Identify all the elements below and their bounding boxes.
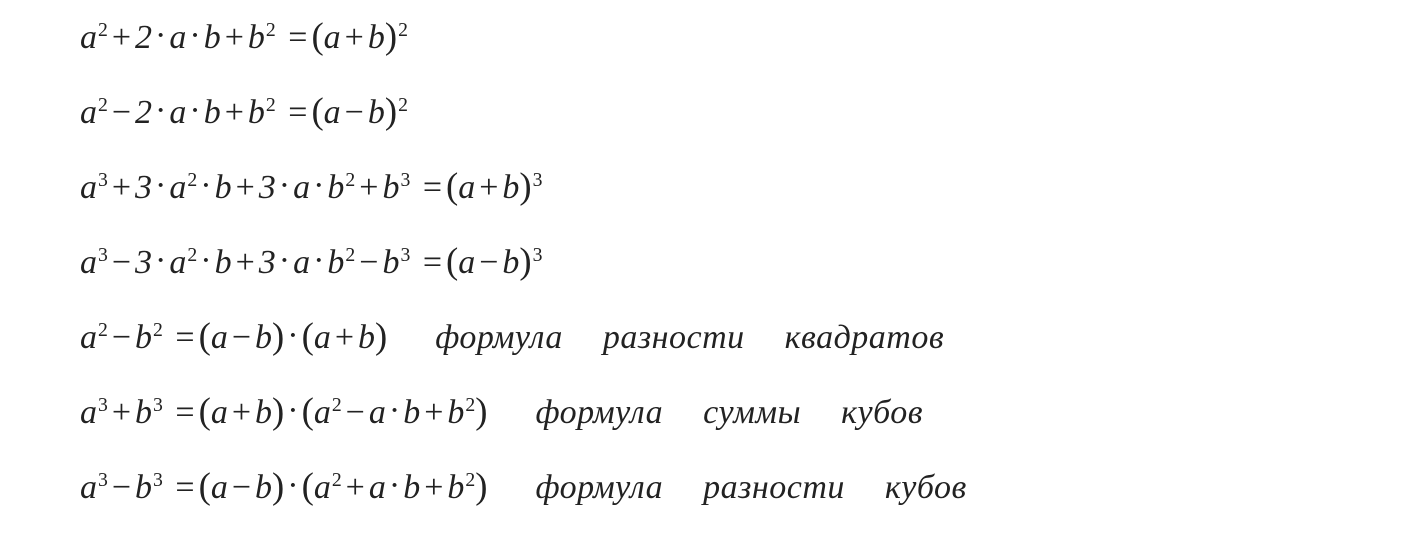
formula-text: a2−2·a·b+b2 =(a−b)2	[80, 93, 408, 130]
formula-label-word: кубов	[841, 396, 923, 430]
formula-text: a2+2·a·b+b2 =(a+b)2	[80, 18, 408, 55]
formula-square-of-diff: a2−2·a·b+b2 =(a−b)2	[80, 93, 1420, 130]
formula-label-word: квадратов	[785, 321, 944, 355]
formula-label-word: разности	[603, 321, 745, 355]
formula-label-word: кубов	[885, 471, 967, 505]
formula-diff-of-cubes: a3−b3 =(a−b)·(a2+a·b+b2) формула разност…	[80, 468, 1420, 505]
formula-text: a3+3·a2·b+3·a·b2+b3 =(a+b)3	[80, 168, 543, 205]
formula-label-word: формула	[435, 321, 563, 355]
formula-sum-of-cubes: a3+b3 =(a+b)·(a2−a·b+b2) формула суммы к…	[80, 393, 1420, 430]
formula-label-word: формула	[535, 471, 663, 505]
formula-text: a3−3·a2·b+3·a·b2−b3 =(a−b)3	[80, 243, 543, 280]
formula-cube-of-sum: a3+3·a2·b+3·a·b2+b3 =(a+b)3	[80, 168, 1420, 205]
formula-text: a3−b3 =(a−b)·(a2+a·b+b2)	[80, 468, 487, 505]
formula-text: a3+b3 =(a+b)·(a2−a·b+b2)	[80, 393, 487, 430]
formula-diff-of-squares: a2−b2 =(a−b)·(a+b) формула разности квад…	[80, 318, 1420, 355]
formula-label-word: формула	[535, 396, 663, 430]
formula-cube-of-diff: a3−3·a2·b+3·a·b2−b3 =(a−b)3	[80, 243, 1420, 280]
formula-label-word: суммы	[703, 396, 801, 430]
formula-label-word: разности	[703, 471, 845, 505]
formula-text: a2−b2 =(a−b)·(a+b)	[80, 318, 387, 355]
formula-sheet: a2+2·a·b+b2 =(a+b)2 a2−2·a·b+b2 =(a−b)2 …	[0, 0, 1420, 550]
formula-square-of-sum: a2+2·a·b+b2 =(a+b)2	[80, 18, 1420, 55]
